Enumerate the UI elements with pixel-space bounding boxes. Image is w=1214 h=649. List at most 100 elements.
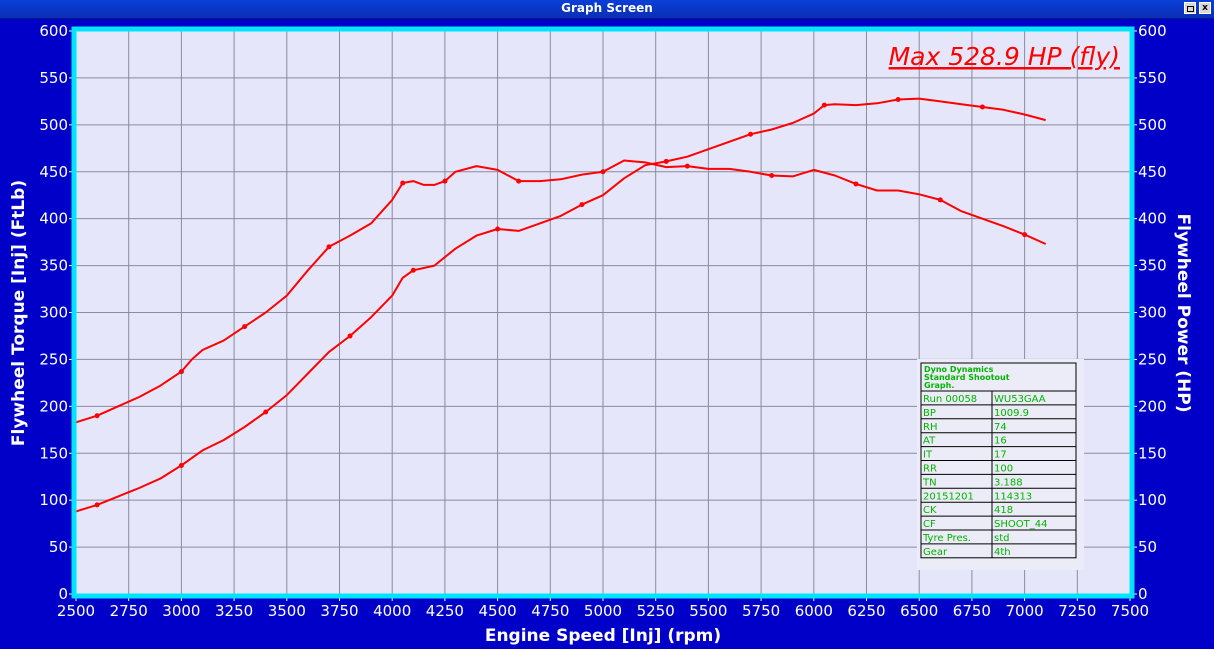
data-point — [326, 244, 332, 250]
x-axis-label: Engine Speed [Inj] (rpm) — [485, 626, 721, 646]
info-table-key: CK — [923, 505, 937, 516]
info-table-key: RR — [923, 464, 937, 475]
x-tick-label: 7250 — [1058, 602, 1096, 620]
y-tick-label: 50 — [49, 538, 68, 556]
data-point — [516, 178, 522, 184]
power-curve — [75, 97, 1046, 513]
info-table-value: 418 — [994, 505, 1013, 516]
data-point — [178, 369, 184, 375]
info-table-bg — [917, 359, 1084, 570]
y-tick-label: 400 — [39, 210, 68, 228]
y2-tick-label: 400 — [1138, 210, 1167, 228]
y2-tick-label: 50 — [1138, 538, 1157, 556]
y-tick-labels: 0 50 100 150 200 250 300 350 400 450 500 550 600 — [39, 22, 74, 603]
y-axis-label: Flywheel Torque [Inj] (FtLb) — [9, 180, 29, 446]
data-point — [769, 173, 775, 179]
data-point — [94, 413, 100, 419]
x-tick-label: 7000 — [1006, 602, 1044, 620]
info-table-key: BP — [923, 408, 936, 419]
y2-tick-label: 600 — [1138, 22, 1167, 40]
y-tick-label: 0 — [58, 585, 68, 603]
y2-tick-label: 200 — [1138, 397, 1167, 415]
y-tick-label: 550 — [39, 69, 68, 87]
data-point — [442, 178, 448, 184]
data-point — [979, 104, 985, 110]
x-tick-label: 4750 — [531, 602, 569, 620]
info-table-value: 114313 — [994, 491, 1032, 502]
x-tick-label: 4000 — [373, 602, 411, 620]
info-table-value: SHOOT_44 — [994, 519, 1047, 530]
data-point — [821, 102, 827, 108]
data-point — [400, 180, 406, 186]
max-power-annotation: Max 528.9 HP (fly) — [889, 42, 1120, 71]
y-tick-label: 250 — [39, 350, 68, 368]
info-table-key: IT — [923, 450, 933, 461]
x-tick-label: 6250 — [847, 602, 885, 620]
y-tick-label: 200 — [39, 397, 68, 415]
data-point — [748, 131, 754, 137]
data-point — [895, 96, 901, 102]
x-tick-label: 6000 — [795, 602, 833, 620]
x-tick-label: 5500 — [689, 602, 727, 620]
info-table-value: 1009.9 — [994, 408, 1029, 419]
info-table-value: std — [994, 533, 1009, 544]
y-tick-label: 350 — [39, 257, 68, 275]
x-tick-label: 6750 — [953, 602, 991, 620]
info-table-key: Run 00058 — [923, 394, 977, 405]
y2-tick-label: 350 — [1138, 257, 1167, 275]
data-point — [853, 181, 859, 187]
data-point — [263, 409, 269, 415]
info-table-value: 3.188 — [994, 477, 1023, 488]
y-tick-label: 150 — [39, 444, 68, 462]
x-tick-label: 3000 — [162, 602, 200, 620]
data-point — [663, 158, 669, 164]
info-table-key: 20151201 — [923, 491, 974, 502]
x-tick-label: 2500 — [57, 602, 95, 620]
info-table-value: WU53GAA — [994, 394, 1046, 405]
restore-icon[interactable] — [1184, 2, 1196, 14]
title-bar: Graph Screen x — [0, 0, 1214, 19]
y2-tick-label: 150 — [1138, 444, 1167, 462]
x-tick-label: 3750 — [320, 602, 358, 620]
data-point — [579, 202, 585, 208]
data-point — [178, 462, 184, 468]
info-table-key: RH — [923, 422, 937, 433]
info-table-value: 16 — [994, 436, 1007, 447]
data-point — [1022, 232, 1028, 238]
info-table-header: Graph. — [924, 381, 954, 390]
x-tick-label: 3250 — [215, 602, 253, 620]
data-point — [495, 226, 501, 232]
x-tick-label: 5000 — [584, 602, 622, 620]
y2-tick-label: 550 — [1138, 69, 1167, 87]
data-point — [94, 502, 100, 508]
y2-tick-labels: 0 50 100 150 200 250 300 350 400 450 500 550 600 — [1132, 22, 1167, 603]
plot-border — [71, 26, 1135, 599]
y2-tick-label: 300 — [1138, 304, 1167, 322]
data-point — [684, 163, 690, 169]
data-point — [937, 197, 943, 203]
info-table-key: Gear — [923, 547, 948, 558]
info-table-key: CF — [923, 519, 936, 530]
curves — [75, 96, 1047, 513]
info-table-value: 74 — [994, 422, 1007, 433]
y-tick-label: 100 — [39, 491, 68, 509]
close-icon[interactable]: x — [1199, 2, 1211, 14]
x-tick-label: 3500 — [268, 602, 306, 620]
data-point — [410, 267, 416, 273]
y-tick-label: 300 — [39, 304, 68, 322]
info-table-key: AT — [923, 436, 936, 447]
y2-axis-label: Flywheel Power (HP) — [1173, 213, 1193, 412]
info-table-header: Dyno Dynamics — [924, 365, 994, 374]
y2-tick-label: 450 — [1138, 163, 1167, 181]
info-table-value: 100 — [994, 464, 1013, 475]
x-tick-label: 4250 — [426, 602, 464, 620]
y2-tick-label: 0 — [1138, 585, 1148, 603]
y2-tick-label: 100 — [1138, 491, 1167, 509]
x-tick-label: 6500 — [900, 602, 938, 620]
info-table-value: 17 — [994, 450, 1007, 461]
x-tick-label: 7500 — [1111, 602, 1149, 620]
info-table-key: TN — [922, 477, 937, 488]
